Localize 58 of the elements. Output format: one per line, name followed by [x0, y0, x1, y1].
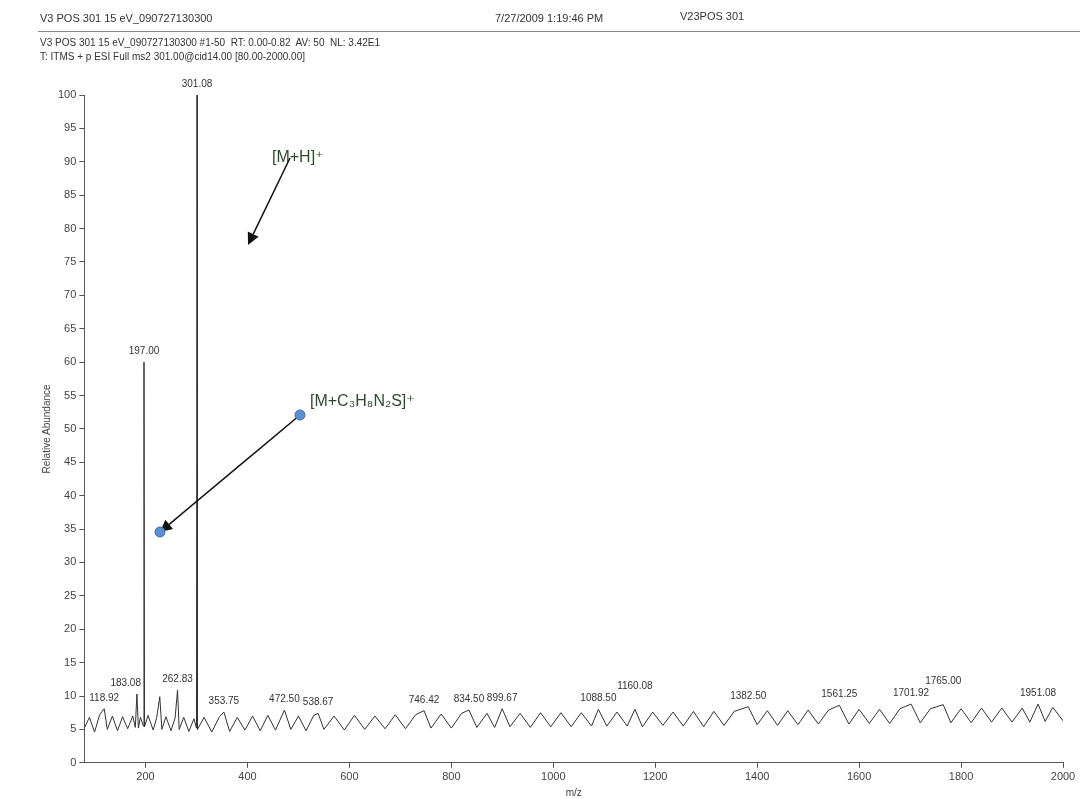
x-tick-label: 1400 [744, 770, 770, 783]
y-tick-label: 50 [64, 421, 77, 434]
annotation: 899.67 [486, 691, 518, 703]
text: T: ITMS + p ESI Full ms2 301.00@cid14.00 [80.00-2000.00] [40, 51, 306, 62]
y-tick-label: 60 [64, 355, 77, 368]
annotation: 1765.00 [925, 675, 962, 687]
annotation: 301.08 [181, 78, 213, 89]
y-tick-label: 10 [64, 689, 77, 702]
x-axis-title: m/z [565, 786, 582, 798]
y-tick-label: 40 [64, 488, 77, 501]
y-tick-label: 0 [70, 755, 77, 768]
x-tick-label: 1600 [846, 770, 872, 783]
annotation: 1088.50 [580, 692, 617, 704]
annotation: 353.75 [208, 695, 240, 707]
y-axis-title: Relative Abundance [40, 383, 52, 474]
x-tick-label: 2000 [1050, 770, 1076, 783]
x-tick-label: 800 [442, 770, 461, 783]
annotation: 183.08 [110, 677, 142, 689]
annotation: 197.00 [128, 345, 160, 357]
annotation: 472.50 [269, 693, 301, 705]
y-tick-label: 85 [64, 188, 77, 201]
x-tick-label: 1800 [948, 770, 974, 783]
y-tick-label: 70 [64, 288, 77, 301]
annotation: 1160.08 [617, 680, 654, 692]
chart-title: V3 POS 301 15 eV_090727130300 [40, 12, 213, 24]
annotation: 746.42 [408, 693, 440, 705]
y-tick-label: 30 [64, 555, 77, 568]
annotation: [M+C₃H₈N₂S]⁺ [310, 392, 415, 409]
annotation: 1701.92 [892, 687, 930, 699]
y-tick-label: 15 [64, 655, 77, 668]
x-tick-label: 600 [340, 770, 359, 783]
text: V3 POS 301 15 eV_090727130300 #1-50 RT: 0.00-0.82 AV: 50 NL: 3.42E1 [40, 37, 381, 48]
x-tick-label: 400 [238, 770, 257, 783]
annotation: [M+H]⁺ [272, 148, 324, 165]
annotation: 1951.08 [1019, 687, 1057, 699]
x-tick-label: 200 [136, 770, 155, 783]
annotation: 538.67 [302, 696, 334, 708]
y-tick-label: 45 [64, 455, 77, 468]
annotation: 834.50 [453, 693, 485, 705]
annotation: 1561.25 [821, 688, 858, 700]
y-tick-label: 100 [57, 88, 77, 101]
y-tick-label: 65 [64, 321, 77, 334]
y-tick-label: 80 [64, 221, 77, 234]
text: 7/27/2009 1:19:46 PM [495, 12, 604, 24]
annotation: 262.83 [162, 673, 194, 685]
annotation: 118.92 [89, 691, 120, 703]
y-tick-label: 25 [64, 588, 77, 601]
y-tick-label: 75 [64, 254, 77, 267]
y-tick-label: 35 [64, 522, 77, 535]
y-tick-label: 5 [70, 722, 77, 735]
y-tick-label: 20 [64, 622, 77, 635]
y-tick-label: 55 [64, 388, 77, 401]
x-tick-label: 1000 [541, 770, 566, 783]
text: V23POS 301 [680, 10, 745, 22]
y-tick-label: 95 [64, 121, 77, 134]
x-tick-label: 1200 [642, 770, 668, 783]
annotation: 1382.50 [730, 689, 767, 701]
y-tick-label: 90 [64, 154, 77, 167]
